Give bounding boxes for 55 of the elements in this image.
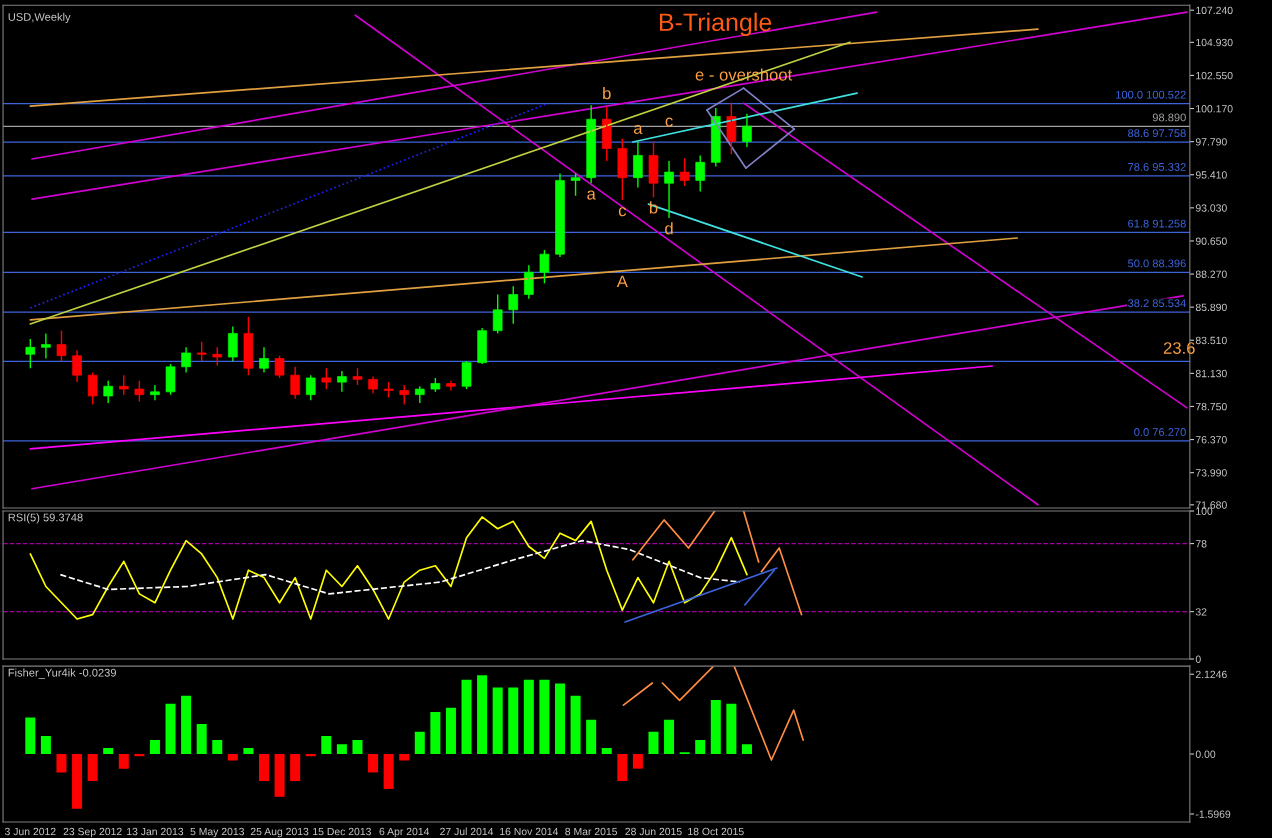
x-tick-label: 18 Oct 2015	[688, 827, 744, 836]
annotation: c	[618, 207, 627, 217]
ref-line-label: 50.0 88.396	[1128, 259, 1186, 268]
y-tick-label: 81.130	[1195, 369, 1227, 378]
annotation: 23.6	[1163, 342, 1195, 354]
x-tick-label: 15 Dec 2013	[313, 827, 371, 836]
text: USD,Weekly	[8, 12, 71, 24]
ref-line-label: 61.8 91.258	[1128, 219, 1186, 228]
x-tick-label: 6 Apr 2014	[379, 827, 430, 838]
y-tick-label: 32	[1195, 608, 1207, 616]
annotation: B-Triangle	[659, 12, 772, 37]
annotation: a	[633, 124, 643, 135]
chart-title: Fisher_Yur4ik -0.0239	[8, 668, 116, 679]
ref-line-label: 100.0 100.522	[1116, 90, 1186, 99]
x-tick-label: 3 Jun 2012	[4, 827, 56, 836]
y-tick-label: 85.890	[1195, 303, 1227, 312]
x-tick-label: 25 Aug 2013	[250, 827, 309, 838]
x-tick-label: 28 Jun 2015	[625, 827, 682, 836]
y-tick-label: 88.270	[1195, 270, 1227, 278]
y-tick-label: 100	[1196, 507, 1213, 515]
annotation: b	[603, 87, 611, 100]
x-tick-label: 5 May 2013	[190, 827, 245, 838]
x-tick-label: 27 Jul 2014	[440, 827, 494, 836]
y-tick-label: 78	[1195, 540, 1207, 548]
y-tick-label: 0.00	[1195, 750, 1216, 758]
y-tick-label: 100.170	[1196, 105, 1233, 113]
x-tick-label: 16 Nov 2014	[500, 827, 559, 836]
y-tick-label: 71.680	[1195, 501, 1227, 509]
y-tick-label: 97.790	[1195, 138, 1227, 146]
x-tick-label: 23 Sep 2012	[63, 827, 122, 838]
annotation: a	[587, 190, 596, 200]
annotation: A	[616, 275, 628, 288]
annotation: c	[665, 117, 673, 127]
y-tick-label: 2.1246	[1195, 670, 1227, 679]
annotation: d	[665, 222, 673, 235]
ref-line-label: 78.6 95.332	[1128, 162, 1186, 171]
chart-title: RSI(5) 59.3748	[8, 513, 83, 524]
ref-line-label: 38.2 85.534	[1128, 299, 1186, 308]
ref-line-label: 88.6 97.758	[1128, 129, 1186, 138]
y-tick-label: 104.930	[1196, 38, 1233, 47]
y-tick-label: 0	[1195, 655, 1201, 663]
y-tick-label: 76.370	[1195, 436, 1227, 444]
ref-line-label: 0.0 76.270	[1134, 428, 1186, 436]
y-tick-label: 78.750	[1195, 402, 1227, 411]
y-tick-label: 73.990	[1195, 469, 1227, 477]
y-tick-label: 95.410	[1195, 171, 1227, 179]
y-tick-label: -1.5969	[1195, 810, 1231, 818]
ref-line-label: 98.890	[1152, 113, 1186, 122]
y-tick-label: 90.650	[1195, 237, 1227, 245]
y-tick-label: 93.030	[1195, 204, 1227, 212]
y-tick-label: 83.510	[1195, 336, 1227, 345]
x-tick-label: 13 Jan 2013	[127, 827, 184, 836]
x-tick-label: 8 Mar 2015	[565, 827, 618, 836]
y-tick-label: 107.240	[1196, 6, 1233, 15]
y-tick-label: 102.550	[1196, 71, 1233, 80]
